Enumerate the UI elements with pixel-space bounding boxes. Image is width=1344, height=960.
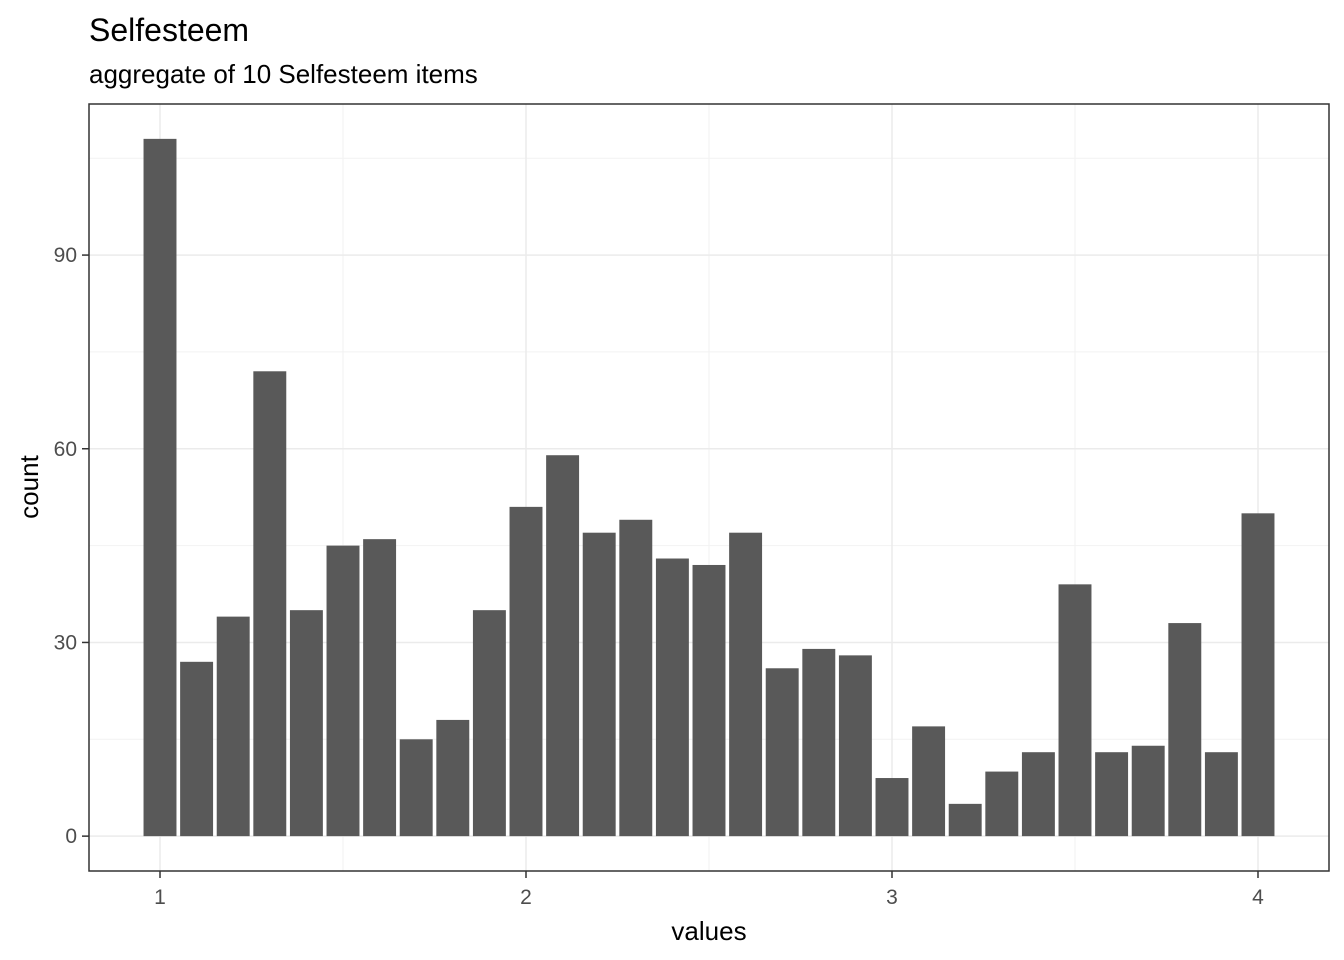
x-axis-ticks: 1 2 3 4 xyxy=(154,871,1264,909)
chart-subtitle: aggregate of 10 Selfesteem items xyxy=(89,59,478,89)
y-tick-label: 30 xyxy=(54,631,77,654)
histogram-bar xyxy=(509,506,543,837)
histogram-bar xyxy=(875,778,909,837)
histogram-bar xyxy=(802,648,836,837)
histogram-bar xyxy=(436,719,470,837)
histogram-bar xyxy=(363,539,397,837)
histogram-bar xyxy=(1095,752,1129,837)
x-tick-label: 3 xyxy=(886,886,898,909)
histogram-bar xyxy=(1168,623,1202,837)
y-tick-label: 90 xyxy=(54,244,77,267)
histogram-bar xyxy=(1058,584,1092,837)
histogram-bar xyxy=(692,564,726,837)
x-tick-label: 4 xyxy=(1252,886,1264,909)
histogram-bar xyxy=(582,532,616,837)
histogram-bar xyxy=(326,545,360,837)
histogram-bar xyxy=(985,771,1019,837)
y-axis-title: count xyxy=(14,454,44,518)
histogram-bar xyxy=(838,655,872,837)
histogram-bar xyxy=(399,739,433,837)
y-axis-ticks: 0 30 60 90 xyxy=(54,244,89,848)
x-axis-title: values xyxy=(671,916,746,946)
y-tick-label: 0 xyxy=(65,825,77,848)
histogram-bar xyxy=(619,519,653,837)
histogram-bar xyxy=(289,610,323,837)
histogram-bar xyxy=(143,138,177,837)
x-tick-label: 1 xyxy=(154,886,166,909)
histogram-bar xyxy=(1021,752,1055,837)
bars xyxy=(143,138,1275,837)
histogram-bar xyxy=(1131,745,1165,837)
plot-panel-border xyxy=(88,103,1330,872)
histogram-bar xyxy=(765,668,799,837)
histogram-bar xyxy=(912,726,946,837)
histogram-bar xyxy=(948,803,982,837)
y-tick-label: 60 xyxy=(54,438,77,461)
histogram-bar xyxy=(180,661,214,837)
histogram-bar xyxy=(655,558,689,837)
histogram-bar xyxy=(729,532,763,837)
histogram-bar xyxy=(472,610,506,837)
histogram-bar xyxy=(253,371,287,837)
x-tick-label: 2 xyxy=(520,886,532,909)
histogram-bar xyxy=(1204,752,1238,837)
histogram-bar xyxy=(216,616,250,837)
chart-title: Selfesteem xyxy=(89,12,249,48)
histogram-bar xyxy=(1241,513,1275,837)
histogram-bar xyxy=(546,455,580,837)
